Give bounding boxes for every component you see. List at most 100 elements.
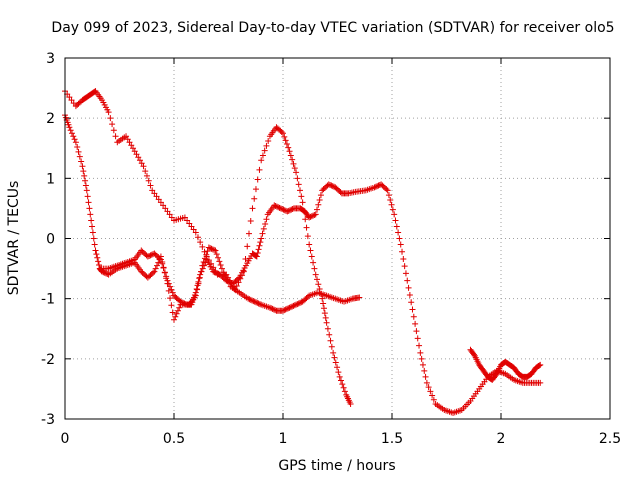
data-point [91,241,98,248]
data-point [288,206,295,213]
data-point [391,211,398,218]
data-point [220,269,227,276]
y-tick-label: 3 [46,51,55,67]
data-point [256,166,263,173]
data-point [293,169,300,176]
data-point [304,233,311,240]
data-point [324,325,331,332]
data-point [311,265,318,272]
y-tick-label: -2 [41,352,55,368]
data-point [537,379,544,386]
data-point [269,305,276,312]
data-point [263,142,270,149]
data-point [150,269,157,276]
data-point [92,247,99,254]
data-point [155,259,162,266]
data-point [329,183,336,190]
data-point [142,168,149,175]
data-point [323,319,330,326]
data-point [202,259,209,266]
data-point [266,304,273,311]
data-point [235,275,242,282]
data-point [109,121,116,128]
data-point [312,211,319,218]
data-point [164,208,171,215]
data-point [112,133,119,140]
data-point [250,298,257,305]
data-point [90,235,97,242]
data-point [178,299,185,306]
data-point [285,305,292,312]
data-point [356,294,363,301]
x-axis-label: GPS time / hours [278,458,395,474]
x-tick-labels: 0 0.5 1 1.5 2 2.5 [61,431,622,447]
data-point [270,306,277,313]
data-point [254,249,261,256]
data-point [72,139,79,146]
data-point [153,262,160,269]
data-point [374,183,381,190]
data-point [83,187,90,194]
data-point [76,153,83,160]
data-point [331,354,338,361]
data-point [70,100,77,107]
data-point [262,221,269,228]
data-point [295,181,302,188]
data-point [140,163,147,170]
data-point [278,129,285,136]
x-tick-label: 1.5 [381,431,403,447]
data-point [289,206,296,213]
data-point [78,158,85,165]
data-point [337,189,344,196]
data-point [385,192,392,199]
data-point [297,187,304,194]
data-point [201,248,208,255]
data-point [147,252,154,259]
data-point [181,300,188,307]
data-point [419,361,426,368]
data-point [281,133,288,140]
data-point [286,148,293,155]
data-point [213,251,220,258]
data-point [89,229,96,236]
data-point [104,270,111,277]
data-point [320,300,327,307]
data-point [188,223,195,230]
data-point [256,242,263,249]
data-point [124,136,131,143]
y-tick-label: -1 [41,292,55,308]
data-point [311,212,318,219]
data-point [320,305,327,312]
data-point [160,264,167,271]
data-point [251,298,258,305]
y-tick-label: 2 [46,111,55,127]
x-tick-label: 0 [61,431,70,447]
data-point [224,278,231,285]
data-point [372,183,379,190]
data-point [275,204,282,211]
data-point [429,392,436,399]
data-point [470,351,477,358]
data-point [156,255,163,262]
data-point [283,305,290,312]
data-point [169,309,176,316]
data-point [167,295,174,302]
data-point [110,127,117,134]
data-point [165,280,172,287]
data-point [294,301,301,308]
y-tick-label: 0 [46,232,55,248]
data-point [254,299,261,306]
data-point [172,313,179,320]
data-point [310,259,317,266]
data-point [327,181,334,188]
data-point [66,124,73,131]
data-point [81,172,88,179]
data-point [409,306,416,313]
data-point [212,247,219,254]
data-point [94,254,101,261]
data-point [304,293,311,300]
data-point [107,115,114,122]
data-point [246,296,253,303]
data-point [225,278,232,285]
data-point [423,379,430,386]
